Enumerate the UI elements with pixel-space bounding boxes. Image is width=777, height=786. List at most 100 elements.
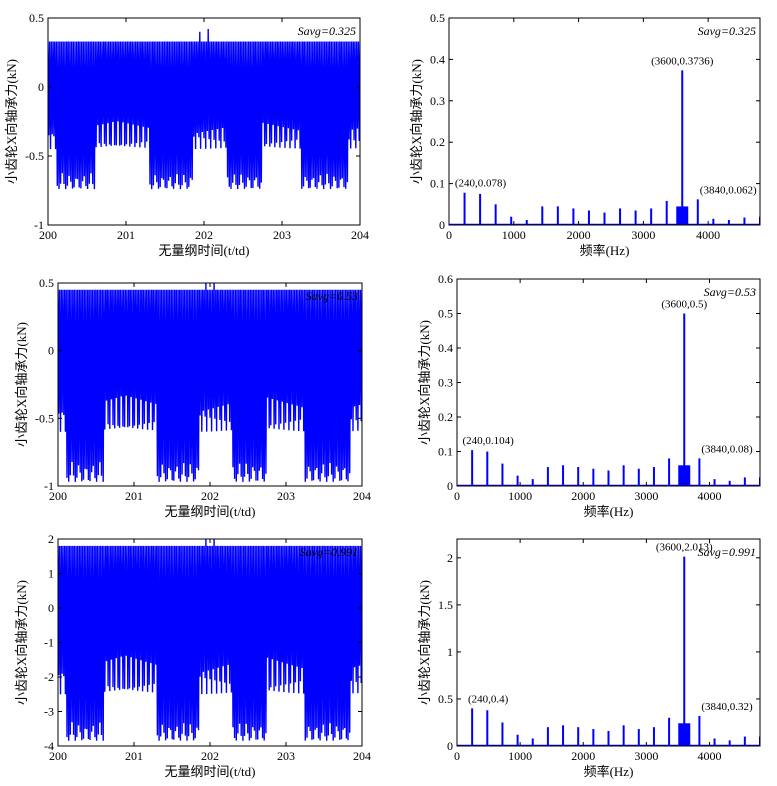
x-tick-label: 203 — [273, 228, 291, 242]
data-label: (240,0.4) — [468, 693, 509, 705]
y-tick-label: -3 — [44, 705, 54, 719]
savg-annotation: Savg=0.53 — [306, 289, 358, 303]
x-axis-label: 频率(Hz) — [584, 764, 634, 779]
y-tick-label: 0.3 — [430, 94, 445, 108]
y-axis-label: 小齿轮X向轴承力(kN) — [417, 320, 432, 445]
y-tick-label: 0.6 — [438, 272, 453, 286]
x-tick-label: 201 — [125, 489, 143, 503]
y-tick-label: 0.5 — [430, 11, 445, 25]
plot-area — [58, 539, 362, 741]
y-tick-label: 0 — [48, 344, 54, 358]
x-axis-label: 无量纲时间(t/td) — [165, 504, 256, 519]
y-tick-label: -1 — [44, 479, 54, 493]
chart-panel-3: 200 201 202 203 204 -1 -0.5 0 0.5 无量纲时间(t/td) 小齿轮X… — [14, 276, 371, 519]
x-tick-label: 4000 — [698, 749, 722, 763]
y-axis-label: 小齿轮X向轴承力(kN) — [14, 580, 29, 705]
y-tick-label: -1 — [44, 636, 54, 650]
chart-panel-5: 200 201 202 203 204 -4 -3 -2 -1 0 1 2 无量纲时间(t/td) 小齿轮… — [14, 532, 371, 779]
y-tick-label: 0.5 — [438, 692, 453, 706]
y-tick-label: -4 — [44, 739, 54, 753]
x-tick-label: 2000 — [571, 489, 595, 503]
y-tick-label: 0 — [447, 479, 453, 493]
savg-annotation: Savg=0.325 — [698, 24, 756, 38]
y-tick-label: 0.1 — [438, 445, 453, 459]
plot-area — [449, 70, 760, 225]
y-tick-label: -0.5 — [25, 149, 44, 163]
x-tick-label: 203 — [277, 749, 295, 763]
plot-area — [58, 283, 362, 482]
y-tick-label: 1 — [48, 567, 54, 581]
x-tick-label: 4000 — [696, 228, 720, 242]
data-label: (3600,0.5) — [661, 299, 707, 311]
savg-annotation: Savg=0.991 — [698, 545, 756, 559]
series-line — [58, 283, 362, 482]
x-tick-label: 1000 — [508, 489, 532, 503]
y-tick-label: 0.4 — [438, 341, 453, 355]
series-line — [58, 539, 362, 741]
y-tick-label: 0.5 — [438, 307, 453, 321]
chart-panel-1: 200 201 202 203 204 -1 -0.5 0 0.5 无量纲时间(t/td) 小齿轮X… — [4, 11, 369, 258]
x-tick-label: 201 — [117, 228, 135, 242]
y-tick-label: 0 — [447, 739, 453, 753]
y-tick-label: 1.5 — [438, 598, 453, 612]
data-label: (3840,0.08) — [701, 443, 753, 455]
x-tick-label: 1000 — [508, 749, 532, 763]
y-tick-label: 0.1 — [430, 177, 445, 191]
spectrum-cluster — [678, 465, 691, 486]
plot-frame — [448, 17, 761, 226]
x-tick-label: 4000 — [698, 489, 722, 503]
x-tick-label: 203 — [277, 489, 295, 503]
y-tick-label: -2 — [44, 670, 54, 684]
plot-frame — [456, 538, 761, 747]
y-tick-label: 0.3 — [438, 376, 453, 390]
x-axis-label: 频率(Hz) — [584, 504, 634, 519]
y-axis-label: 小齿轮X向轴承力(kN) — [417, 580, 432, 705]
savg-annotation: Savg=0.325 — [298, 24, 356, 38]
x-tick-label: 0 — [446, 228, 452, 242]
y-tick-label: 2 — [447, 551, 453, 565]
chart-panel-6: 0 1000 2000 3000 4000 0 0.5 1 1.5 2 频率(Hz) 小齿轮X向轴承力… — [417, 538, 761, 779]
plot-area — [48, 28, 360, 190]
x-axis-label: 无量纲时间(t/td) — [165, 764, 256, 779]
y-tick-label: 2 — [48, 532, 54, 546]
x-tick-label: 204 — [353, 749, 371, 763]
x-tick-label: 202 — [201, 489, 219, 503]
x-tick-label: 3000 — [631, 228, 655, 242]
y-axis-label: 小齿轮X向轴承力(kN) — [14, 322, 29, 447]
x-axis-label: 频率(Hz) — [580, 243, 630, 258]
plot-area — [457, 313, 760, 486]
spectrum-cluster — [676, 206, 689, 225]
savg-annotation: Savg=0.53 — [704, 285, 756, 299]
x-tick-label: 204 — [351, 228, 369, 242]
chart-panel-2: 0 1000 2000 3000 4000 0 0.1 0.2 0.3 0.4 0.5 频率(Hz) 小… — [409, 11, 761, 258]
x-tick-label: 2000 — [567, 228, 591, 242]
data-label: (3840,0.32) — [701, 701, 753, 713]
y-tick-label: -0.5 — [35, 411, 54, 425]
data-label: (240,0.078) — [455, 178, 507, 190]
data-label: (3600,2.013) — [656, 542, 713, 554]
x-tick-label: 0 — [454, 489, 460, 503]
y-axis-label: 小齿轮X向轴承力(kN) — [409, 59, 424, 184]
y-tick-label: 0 — [48, 601, 54, 615]
y-tick-label: 1 — [447, 645, 453, 659]
y-tick-label: 0 — [439, 218, 445, 232]
chart-panel-4: 0 1000 2000 3000 4000 0 0.1 0.2 0.3 0.4 0.5 0.6 频率(H… — [417, 272, 761, 519]
savg-annotation: Savg=0.991 — [300, 545, 358, 559]
y-tick-label: 0.2 — [430, 135, 445, 149]
x-tick-label: 200 — [39, 228, 57, 242]
data-label: (3600,0.3736) — [651, 55, 714, 67]
plot-area — [457, 556, 760, 746]
x-tick-label: 202 — [195, 228, 213, 242]
x-tick-label: 202 — [201, 749, 219, 763]
y-tick-label: -1 — [34, 218, 44, 232]
series-line — [48, 28, 360, 190]
y-tick-label: 0.5 — [39, 276, 54, 290]
y-tick-label: 0.2 — [438, 410, 453, 424]
x-axis-label: 无量纲时间(t/td) — [159, 243, 250, 258]
x-tick-label: 200 — [49, 749, 67, 763]
x-tick-label: 3000 — [634, 749, 658, 763]
data-label: (240,0.104) — [462, 435, 514, 447]
x-tick-label: 201 — [125, 749, 143, 763]
x-tick-label: 200 — [49, 489, 67, 503]
